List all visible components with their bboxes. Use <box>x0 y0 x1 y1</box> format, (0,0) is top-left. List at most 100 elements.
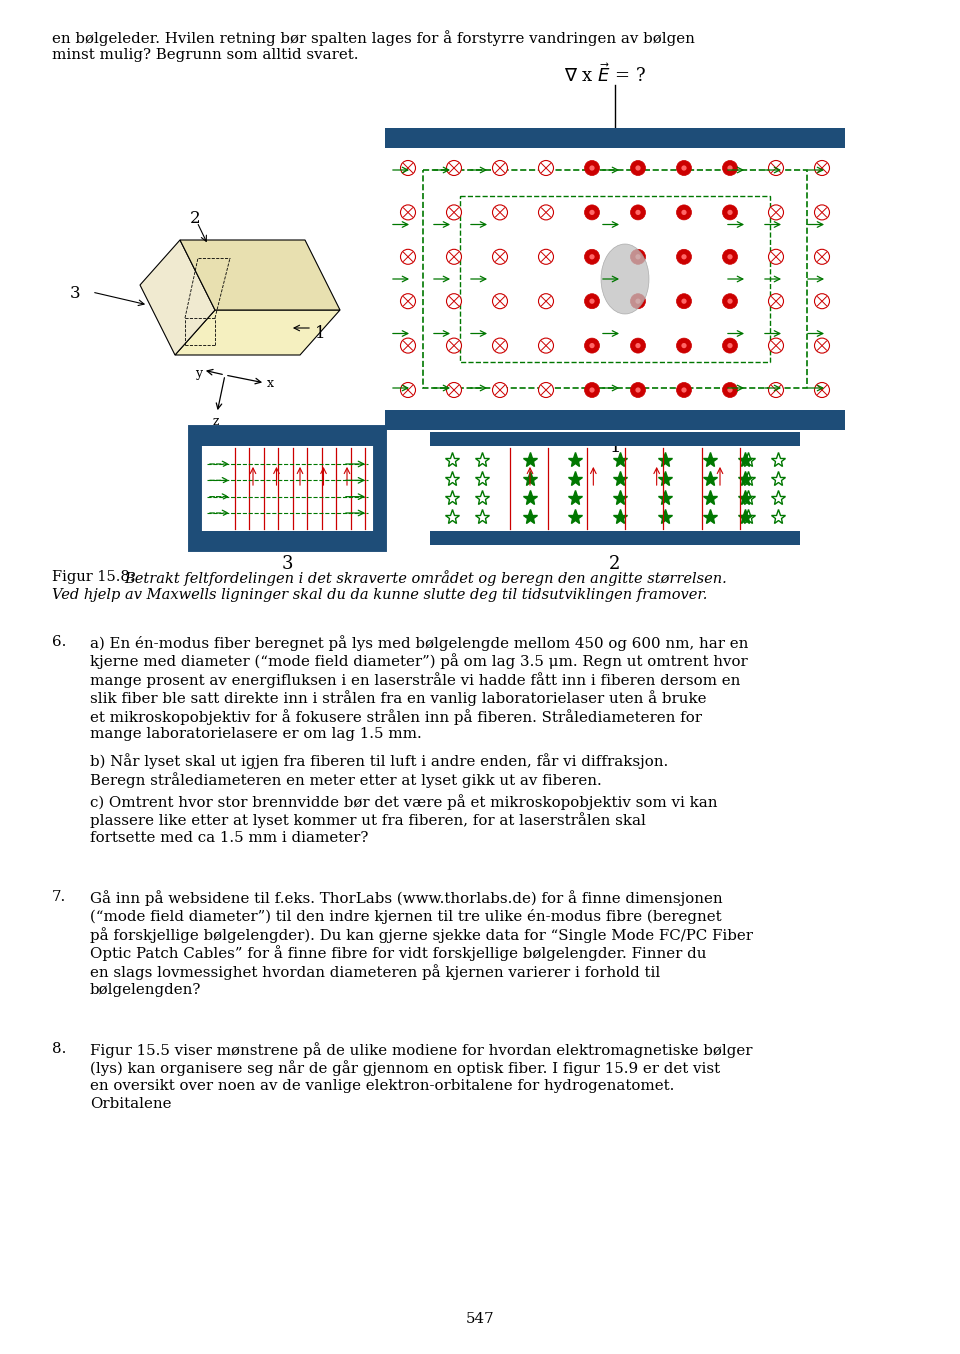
Circle shape <box>728 387 732 393</box>
Circle shape <box>589 387 594 393</box>
Polygon shape <box>175 310 340 355</box>
Circle shape <box>631 161 645 176</box>
Circle shape <box>585 204 599 219</box>
Bar <box>430 445 800 531</box>
Text: Figur 15.5 viser mønstrene på de ulike modiene for hvordan elektromagnetiske bøl: Figur 15.5 viser mønstrene på de ulike m… <box>90 1041 753 1057</box>
Bar <box>423 171 807 389</box>
Text: c) Omtrent hvor stor brennvidde bør det være på et mikroskopobjektiv som vi kan: c) Omtrent hvor stor brennvidde bør det … <box>90 793 717 810</box>
Text: y: y <box>195 367 203 380</box>
Text: 3: 3 <box>281 555 293 573</box>
Circle shape <box>682 255 686 260</box>
Circle shape <box>677 294 691 309</box>
Text: plassere like etter at lyset kommer ut fra fiberen, for at laserstrålen skal: plassere like etter at lyset kommer ut f… <box>90 812 646 829</box>
Circle shape <box>589 299 594 303</box>
Circle shape <box>539 161 554 176</box>
Circle shape <box>492 338 508 353</box>
Circle shape <box>677 161 691 176</box>
Circle shape <box>539 204 554 219</box>
Text: $\nabla$ x $\vec{E}$ = ?: $\nabla$ x $\vec{E}$ = ? <box>564 64 646 85</box>
Circle shape <box>677 204 691 219</box>
Bar <box>195 432 380 546</box>
Bar <box>385 129 845 148</box>
Circle shape <box>682 343 686 348</box>
Circle shape <box>728 343 732 348</box>
Circle shape <box>400 204 416 219</box>
Circle shape <box>631 338 645 353</box>
Circle shape <box>769 382 783 398</box>
Circle shape <box>814 161 829 176</box>
Circle shape <box>631 249 645 264</box>
Text: fortsette med ca 1.5 mm i diameter?: fortsette med ca 1.5 mm i diameter? <box>90 831 369 845</box>
Text: Beregn strålediameteren en meter etter at lyset gikk ut av fiberen.: Beregn strålediameteren en meter etter a… <box>90 772 602 788</box>
Bar <box>385 410 845 431</box>
Polygon shape <box>140 240 215 355</box>
Circle shape <box>446 249 462 264</box>
Circle shape <box>446 382 462 398</box>
Bar <box>195 432 380 445</box>
Circle shape <box>589 255 594 260</box>
Bar <box>430 432 800 445</box>
Circle shape <box>585 161 599 176</box>
Text: mange laboratorielasere er om lag 1.5 mm.: mange laboratorielasere er om lag 1.5 mm… <box>90 727 421 741</box>
Circle shape <box>539 382 554 398</box>
Text: et mikroskopobjektiv for å fokusere strålen inn på fiberen. Strålediameteren for: et mikroskopobjektiv for å fokusere strå… <box>90 708 702 724</box>
Circle shape <box>682 210 686 215</box>
Circle shape <box>682 165 686 171</box>
Circle shape <box>636 387 640 393</box>
Text: b) Når lyset skal ut igjen fra fiberen til luft i andre enden, får vi diffraksjo: b) Når lyset skal ut igjen fra fiberen t… <box>90 753 668 769</box>
Text: 1: 1 <box>315 325 325 343</box>
Text: a) En én-modus fiber beregnet på lys med bølgelengde mellom 450 og 600 nm, har e: a) En én-modus fiber beregnet på lys med… <box>90 635 749 651</box>
Circle shape <box>539 249 554 264</box>
Text: Figur 15.8:: Figur 15.8: <box>52 570 139 584</box>
Circle shape <box>446 204 462 219</box>
Text: slik fiber ble satt direkte inn i strålen fra en vanlig laboratorielaser uten å : slik fiber ble satt direkte inn i stråle… <box>90 691 707 707</box>
Text: 1: 1 <box>610 437 621 456</box>
Circle shape <box>814 294 829 309</box>
Circle shape <box>682 299 686 303</box>
Circle shape <box>585 382 599 398</box>
Text: 547: 547 <box>466 1312 494 1326</box>
Circle shape <box>723 338 737 353</box>
Text: mange prosent av energifluksen i en laserstråle vi hadde fått inn i fiberen ders: mange prosent av energifluksen i en lase… <box>90 672 740 688</box>
Circle shape <box>677 382 691 398</box>
Bar <box>195 531 380 546</box>
Circle shape <box>446 338 462 353</box>
Circle shape <box>723 382 737 398</box>
Circle shape <box>589 165 594 171</box>
Circle shape <box>492 382 508 398</box>
Circle shape <box>723 204 737 219</box>
Circle shape <box>636 255 640 260</box>
Text: Ved hjelp av Maxwells ligninger skal du da kunne slutte deg til tidsutviklingen : Ved hjelp av Maxwells ligninger skal du … <box>52 589 708 603</box>
Circle shape <box>631 294 645 309</box>
Text: (lys) kan organisere seg når de går gjennom en optisk fiber. I figur 15.9 er det: (lys) kan organisere seg når de går gjen… <box>90 1060 720 1076</box>
Circle shape <box>492 249 508 264</box>
Text: kjerne med diameter (“mode field diameter”) på om lag 3.5 μm. Regn ut omtrent hv: kjerne med diameter (“mode field diamete… <box>90 653 748 669</box>
Text: 3: 3 <box>70 284 81 302</box>
Text: x: x <box>267 376 274 390</box>
Circle shape <box>728 299 732 303</box>
Text: en bølgeleder. Hvilen retning bør spalten lages for å forstyrre vandringen av bø: en bølgeleder. Hvilen retning bør spalte… <box>52 30 695 46</box>
Circle shape <box>446 161 462 176</box>
Circle shape <box>492 204 508 219</box>
Circle shape <box>400 338 416 353</box>
Circle shape <box>769 249 783 264</box>
Circle shape <box>631 204 645 219</box>
Bar <box>385 148 845 410</box>
Circle shape <box>446 294 462 309</box>
Circle shape <box>400 294 416 309</box>
Circle shape <box>682 387 686 393</box>
Circle shape <box>539 294 554 309</box>
Circle shape <box>539 338 554 353</box>
Circle shape <box>585 294 599 309</box>
Circle shape <box>769 338 783 353</box>
Circle shape <box>492 294 508 309</box>
Bar <box>460 196 770 362</box>
Text: Gå inn på websidene til f.eks. ThorLabs (www.thorlabs.de) for å finne dimensjone: Gå inn på websidene til f.eks. ThorLabs … <box>90 890 723 906</box>
Circle shape <box>636 165 640 171</box>
Bar <box>430 531 800 546</box>
Text: minst mulig? Begrunn som alltid svaret.: minst mulig? Begrunn som alltid svaret. <box>52 49 358 62</box>
Text: en oversikt over noen av de vanlige elektron-orbitalene for hydrogenatomet.: en oversikt over noen av de vanlige elek… <box>90 1079 674 1093</box>
Text: bølgelengden?: bølgelengden? <box>90 983 202 997</box>
Circle shape <box>400 382 416 398</box>
Circle shape <box>728 165 732 171</box>
